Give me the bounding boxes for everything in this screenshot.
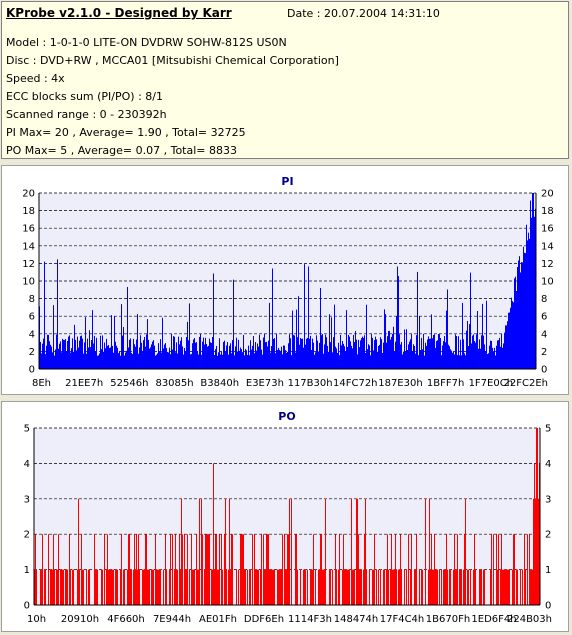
po-y-tick-left-3: 3	[24, 494, 30, 505]
pi-y-tick-left-5: 10	[22, 277, 35, 288]
pi-y-tick-left-4: 8	[29, 294, 35, 305]
pi-x-tick-2: 52546h	[110, 378, 148, 389]
pi-y-tick-right-9: 18	[541, 206, 554, 217]
po-y-tick-right-2: 2	[545, 530, 551, 541]
po-chart-panel: PO 0 0 1 1 2 2 3 3 4 4 5 5 10h 20910h 4F660h 7E944h AE01F…	[1, 401, 569, 632]
pi-x-tick-0: 8Eh	[32, 378, 51, 389]
disc-line: Disc : DVD+RW , MCCA01 [Mitsubishi Chemi…	[6, 54, 339, 67]
pi-y-tick-left-2: 4	[29, 329, 35, 340]
pi-y-tick-left-3: 6	[29, 312, 35, 323]
po-y-tick-left-0: 0	[24, 601, 30, 612]
app-title: KProbe v2.1.0 - Designed by Karr	[6, 6, 232, 20]
po-y-tick-right-4: 4	[545, 459, 551, 470]
po-x-tick-1: 20910h	[61, 614, 99, 625]
po-x-tick-5: DDF6Eh	[244, 614, 284, 625]
pi-x-tick-5: E3E73h	[246, 378, 284, 389]
po-x-tick-11: 224B03h	[507, 614, 552, 625]
po-chart-title: PO	[278, 410, 295, 423]
pi-x-tick-11: 22FC2Eh	[504, 378, 548, 389]
pi-x-tick-3: 83085h	[155, 378, 193, 389]
pi-x-tick-1: 21EE7h	[65, 378, 103, 389]
pi-chart: PI 0 0 2 2 4 4 6 6 8 8 10 10 12 12 14 14 16 16 18 18 20 20 8Eh 2…	[22, 175, 554, 389]
pi-chart-panel: PI 0 0 2 2 4 4 6 6 8 8 10 10 12 12 14 14 16 16 18 18 20 20 8Eh 2…	[1, 165, 569, 395]
po-x-tick-0: 10h	[27, 614, 46, 625]
range-line: Scanned range : 0 - 230392h	[6, 108, 167, 121]
pi-y-tick-right-6: 12	[541, 259, 554, 270]
po-y-tick-left-1: 1	[24, 565, 30, 576]
pi-y-tick-right-8: 16	[541, 224, 554, 235]
po-x-tick-8: 17F4C4h	[380, 614, 425, 625]
po-x-tick-9: 1B670Fh	[426, 614, 470, 625]
pi-y-tick-right-5: 10	[541, 277, 554, 288]
speed-line: Speed : 4x	[6, 72, 65, 85]
pi-x-tick-10: 1F7E0Ch	[469, 378, 513, 389]
pi-y-tick-right-10: 20	[541, 189, 554, 200]
pi-x-tick-4: B3840h	[200, 378, 239, 389]
pi-y-tick-right-7: 14	[541, 241, 554, 252]
scan-date: Date : 20.07.2004 14:31:10	[287, 7, 440, 20]
pi-y-tick-left-0: 0	[29, 365, 35, 376]
pi-x-tick-9: 1BFF7h	[427, 378, 464, 389]
po-x-tick-4: AE01Fh	[199, 614, 237, 625]
pi-y-tick-right-4: 8	[541, 294, 547, 305]
pi-y-tick-left-10: 20	[22, 189, 35, 200]
po-y-tick-left-2: 2	[24, 530, 30, 541]
pi-y-tick-left-1: 2	[29, 347, 35, 358]
pi-y-tick-left-7: 14	[22, 241, 35, 252]
po-x-tick-2: 4F660h	[107, 614, 145, 625]
po-y-tick-left-4: 4	[24, 459, 30, 470]
pi-y-tick-right-1: 2	[541, 347, 547, 358]
po-y-tick-right-1: 1	[545, 565, 551, 576]
disc-info-panel: KProbe v2.1.0 - Designed by Karr Date : …	[1, 1, 569, 159]
po-x-tick-3: 7E944h	[153, 614, 191, 625]
pi-y-tick-left-6: 12	[22, 259, 35, 270]
po-x-tick-6: 1114F3h	[288, 614, 332, 625]
pi-x-tick-6: 117B30h	[288, 378, 333, 389]
po-x-tick-7: 148474h	[334, 614, 379, 625]
pi-y-tick-right-2: 4	[541, 329, 547, 340]
po-y-tick-right-5: 5	[545, 424, 551, 435]
ecc-line: ECC blocks sum (PI/PO) : 8/1	[6, 90, 163, 103]
pi-stats-line: PI Max= 20 , Average= 1.90 , Total= 3272…	[6, 126, 246, 139]
model-line: Model : 1-0-1-0 LITE-ON DVDRW SOHW-812S …	[6, 36, 287, 49]
pi-chart-title: PI	[281, 175, 293, 188]
pi-y-tick-right-0: 0	[541, 365, 547, 376]
po-x-tick-10: 1ED6F4h	[471, 614, 516, 625]
po-y-tick-right-3: 3	[545, 494, 551, 505]
pi-y-tick-left-8: 16	[22, 224, 35, 235]
po-y-tick-left-5: 5	[24, 424, 30, 435]
po-y-tick-right-0: 0	[545, 601, 551, 612]
pi-y-tick-right-3: 6	[541, 312, 547, 323]
pi-x-tick-7: 14FC72h	[333, 378, 378, 389]
po-stats-line: PO Max= 5 , Average= 0.07 , Total= 8833	[6, 144, 237, 157]
po-chart: PO 0 0 1 1 2 2 3 3 4 4 5 5 10h 20910h 4F660h 7E944h AE01F…	[24, 410, 552, 625]
pi-x-tick-8: 187E30h	[378, 378, 422, 389]
pi-y-tick-left-9: 18	[22, 206, 35, 217]
